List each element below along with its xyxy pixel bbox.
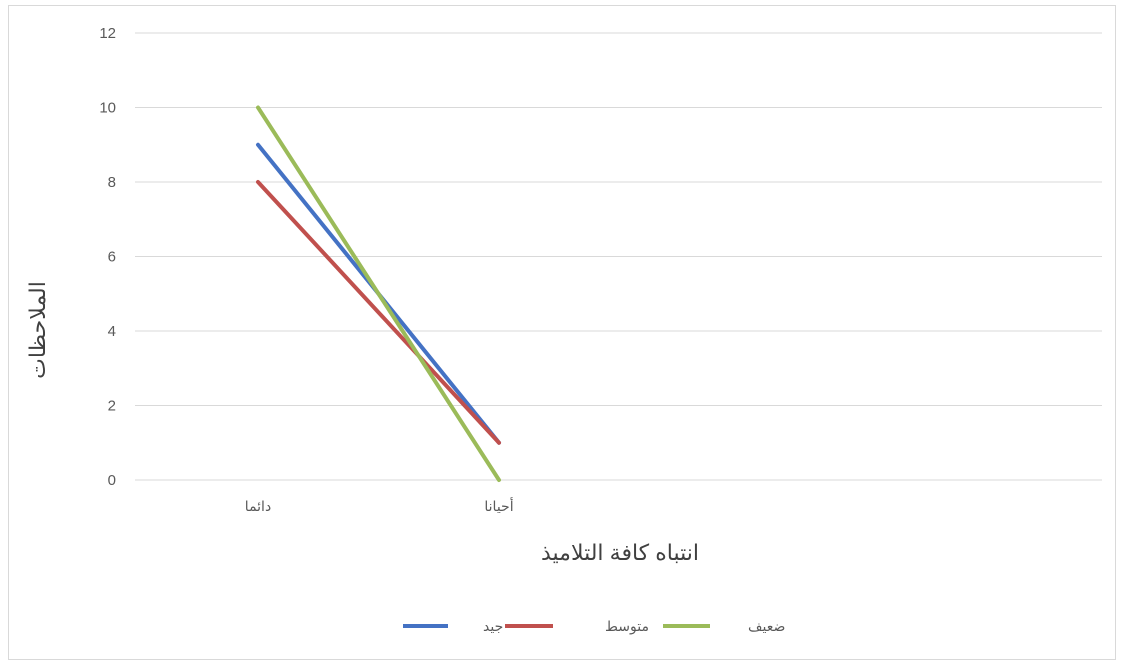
x-category-label: أحيانا xyxy=(484,497,513,514)
series-line xyxy=(256,180,501,445)
series-lines xyxy=(256,105,501,482)
y-tick-label: 4 xyxy=(108,323,116,340)
legend: جيد متوسط ضعيف xyxy=(403,618,785,635)
x-category-label: دائما xyxy=(245,498,271,514)
y-tick-label: 6 xyxy=(108,249,116,266)
y-tick-label: 8 xyxy=(108,174,116,191)
legend-label: ضعيف xyxy=(748,618,785,634)
x-axis-title: انتباه كافة التلاميذ xyxy=(541,540,699,565)
legend-label: متوسط xyxy=(605,618,649,635)
y-axis-title: الملاحظات xyxy=(25,281,50,379)
y-tick-label: 2 xyxy=(108,398,116,415)
x-axis-categories: دائما أحيانا xyxy=(245,497,514,514)
chart-frame xyxy=(8,5,1116,660)
y-axis-ticks: 0 2 4 6 8 10 12 xyxy=(99,25,116,489)
legend-label: جيد xyxy=(483,618,503,634)
y-tick-label: 10 xyxy=(99,100,116,117)
y-tick-label: 12 xyxy=(99,25,116,42)
series-line xyxy=(256,105,501,482)
gridlines xyxy=(135,32,1102,481)
y-tick-label: 0 xyxy=(108,472,116,489)
